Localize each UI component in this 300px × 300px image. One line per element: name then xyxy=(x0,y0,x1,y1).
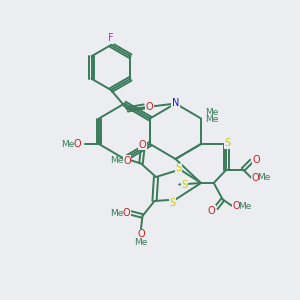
Text: O: O xyxy=(232,201,240,211)
Text: O: O xyxy=(251,173,259,183)
Text: O: O xyxy=(123,155,131,166)
Text: Me: Me xyxy=(238,202,252,211)
Text: Me: Me xyxy=(61,140,74,148)
Text: O: O xyxy=(146,101,153,112)
Text: O: O xyxy=(137,229,145,239)
Text: Me: Me xyxy=(205,116,218,124)
Text: Me: Me xyxy=(110,208,123,217)
Text: O: O xyxy=(208,206,215,216)
Text: O: O xyxy=(139,140,146,150)
Text: S: S xyxy=(224,138,230,148)
Text: Me: Me xyxy=(257,173,271,182)
Text: O: O xyxy=(73,139,81,149)
Text: Me: Me xyxy=(110,156,124,165)
Text: Me: Me xyxy=(134,238,148,247)
Text: S: S xyxy=(169,198,175,208)
Text: S: S xyxy=(182,179,188,190)
Text: F: F xyxy=(108,33,114,43)
Text: O: O xyxy=(123,208,130,218)
Text: O: O xyxy=(252,154,260,165)
Text: S: S xyxy=(176,163,182,173)
Text: Me: Me xyxy=(205,108,218,117)
Text: N: N xyxy=(172,98,179,108)
